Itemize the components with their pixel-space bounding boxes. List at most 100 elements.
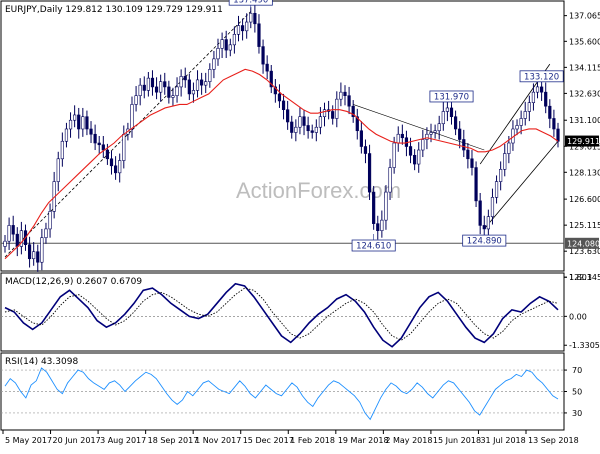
candle-body xyxy=(503,153,507,170)
candle-body xyxy=(81,116,85,130)
candle-body xyxy=(540,86,544,93)
date-tick-label: 15 Dec 2017 xyxy=(243,436,294,445)
candle-body xyxy=(146,77,150,91)
candle-body xyxy=(429,132,433,135)
candle-body xyxy=(306,125,310,132)
candle-body xyxy=(195,79,200,91)
candle-body xyxy=(19,230,23,247)
candle-body xyxy=(396,133,400,144)
date-tick-label: 31 Jul 2018 xyxy=(480,436,525,445)
rsi-panel: RSI(14) 43.3098 70 50 30 xyxy=(0,352,582,431)
candle-body xyxy=(335,98,339,119)
candle-body xyxy=(486,216,490,230)
price-y-tick-label: 131.100 xyxy=(569,116,600,125)
candle-body xyxy=(441,111,445,125)
date-tick-label: 19 Mar 2018 xyxy=(338,436,389,445)
macd-main-line xyxy=(4,282,559,348)
watermark: ActionForex.com xyxy=(236,178,401,203)
candle-body xyxy=(273,86,277,95)
candle-body xyxy=(11,225,15,235)
candle-body xyxy=(527,102,531,112)
price-y-tick-label: 125.115 xyxy=(569,221,600,230)
candle-body xyxy=(466,149,470,160)
date-tick-label: 20 Jun 2017 xyxy=(53,436,101,445)
date-tick-label: 3 Aug 2017 xyxy=(100,436,146,445)
candle-body xyxy=(290,121,294,133)
candle-body xyxy=(388,167,392,193)
macd-signal-line xyxy=(4,287,559,341)
candle-body xyxy=(408,146,413,156)
price-panel-frame xyxy=(0,0,565,272)
price-y-tick-label: 134.115 xyxy=(569,63,600,72)
candle-body xyxy=(437,123,441,132)
moving-average-line xyxy=(4,68,559,260)
candle-body xyxy=(48,211,52,230)
candle-body xyxy=(249,12,253,23)
candle-body xyxy=(363,146,368,154)
price-tag-label: 124.080 xyxy=(567,239,600,248)
price-header: EURJPY,Daily 129.812 130.109 129.729 129… xyxy=(5,5,223,15)
rsi-y-tick-label: 30 xyxy=(572,409,582,418)
macd-y-tick-label: 0.00 xyxy=(569,312,587,321)
rsi-label: RSI(14) 43.3098 xyxy=(5,357,78,367)
price-annotations: 137.490 124.610 131.970 133.120 124.890 xyxy=(228,0,564,252)
candle-body xyxy=(433,130,437,133)
price-tag-label: 129.911 xyxy=(567,137,600,146)
candle-body xyxy=(552,118,556,130)
candle-body xyxy=(167,86,171,98)
candle-body xyxy=(384,191,388,221)
candle-body xyxy=(105,149,110,160)
candle-body xyxy=(281,100,286,111)
price-annotation-label: 137.490 xyxy=(233,0,268,6)
candle-body xyxy=(286,109,290,123)
macd-lines xyxy=(4,282,559,348)
candle-body xyxy=(97,142,101,146)
candle-body xyxy=(240,25,245,32)
price-tags: 129.911 124.080 xyxy=(565,135,600,249)
candle-body xyxy=(376,223,380,231)
date-axis: 5 May 2017 20 Jun 2017 3 Aug 2017 18 Sep 20… xyxy=(2,430,579,445)
price-y-tick-label: 122.145 xyxy=(569,273,600,282)
candle-body xyxy=(204,81,208,86)
rsi-y-tick-label: 50 xyxy=(572,388,582,397)
date-tick-label: 2 May 2018 xyxy=(385,436,432,445)
price-y-tick-label: 128.130 xyxy=(569,168,600,177)
candle-body xyxy=(380,219,384,231)
candle-body xyxy=(212,58,216,70)
candle-body xyxy=(224,39,228,51)
candle-body xyxy=(150,77,155,88)
rsi-y-tick-label: 70 xyxy=(572,366,582,375)
candle-body xyxy=(359,130,363,147)
candle-body xyxy=(73,114,77,121)
macd-y-tick-label: -1.3305 xyxy=(569,341,600,350)
candle-body xyxy=(64,128,69,142)
candle-body xyxy=(93,133,97,144)
price-y-tick-label: 126.600 xyxy=(569,195,600,204)
candle-body xyxy=(482,225,486,230)
candle-body xyxy=(44,228,48,238)
candle-body xyxy=(347,95,351,107)
candle-body xyxy=(36,251,40,263)
candle-body xyxy=(40,237,44,263)
macd-panel: MACD(12,26,9) 0.2607 0.6709 1.803 0.00 -1.… xyxy=(0,272,600,352)
candle-body xyxy=(265,63,269,72)
price-y-axis: 137.065 135.600 134.115 132.630 131.100 129.6… xyxy=(564,12,600,282)
date-tick-label: 13 Sep 2018 xyxy=(528,436,579,445)
candle-body xyxy=(232,34,236,46)
candle-body xyxy=(458,128,462,140)
candle-body xyxy=(367,153,372,193)
candle-body xyxy=(191,90,196,95)
price-y-tick-label: 132.630 xyxy=(569,89,600,98)
rsi-y-axis: 70 50 30 xyxy=(1,366,582,418)
candle-body xyxy=(372,191,376,224)
candle-body xyxy=(474,167,478,202)
price-tag-box xyxy=(565,237,599,249)
candle-body xyxy=(302,116,306,126)
rsi-lines xyxy=(4,367,559,421)
candle-body xyxy=(462,139,466,151)
candlesticks xyxy=(3,5,560,272)
candle-body xyxy=(277,93,282,102)
candle-body xyxy=(261,46,265,65)
candle-body xyxy=(200,79,204,86)
candle-body xyxy=(294,126,298,133)
